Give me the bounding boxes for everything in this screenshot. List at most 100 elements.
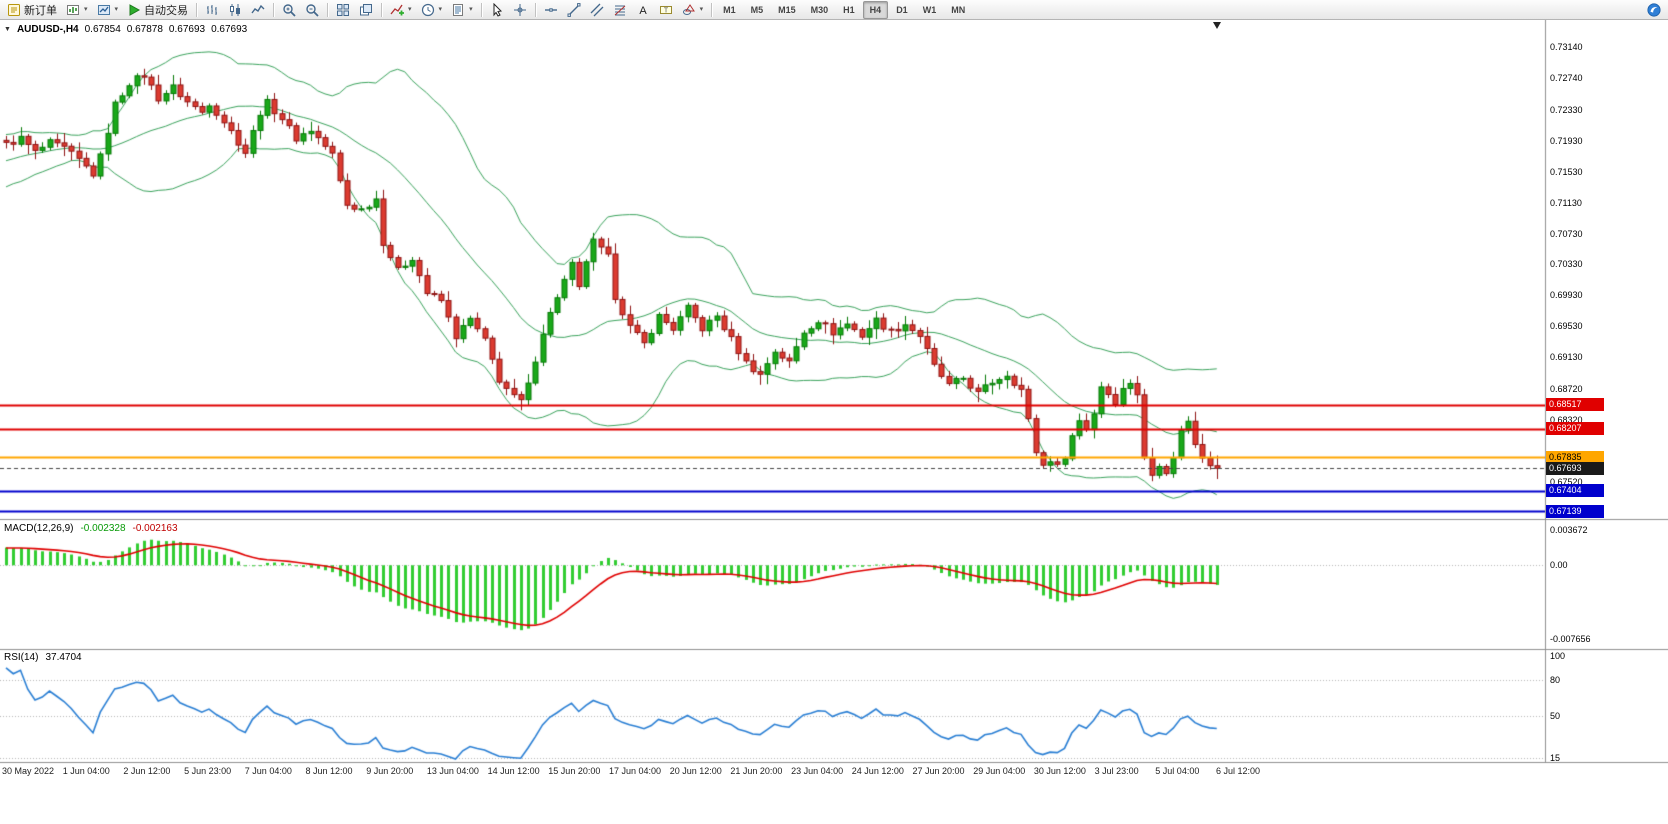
price-axis-tick: 0.69130 [1550,352,1583,363]
cascade-windows-button[interactable] [355,1,377,19]
rsi-axis-label: 15 [1550,753,1561,763]
time-axis-label: 5 Jun 23:00 [184,766,232,776]
line-chart-icon [251,3,265,17]
time-axis-label: 13 Jun 04:00 [426,766,479,776]
text-button[interactable]: A [632,1,654,19]
macd-signal-value: -0.002163 [132,523,178,534]
macd-axis-label: 0.00 [1550,560,1568,571]
timeframe-d1-button-label: D1 [896,4,908,15]
cascade-windows-icon [359,3,373,17]
candlestick-chart-button[interactable] [224,1,246,19]
bar-chart-icon [205,3,219,17]
price-level-box[interactable]: 0.68517 [1546,398,1604,412]
price-level-box[interactable]: 0.67693 [1546,461,1604,475]
collapse-triangle-icon[interactable]: ▼ [4,26,11,33]
time-axis-label: 29 Jun 04:00 [973,766,1026,776]
price-axis-tick: 0.69930 [1550,290,1583,301]
svg-text:A: A [639,5,647,17]
text-icon: A [636,3,650,17]
play-icon [127,3,141,17]
periods-button[interactable]: ▾ [417,1,447,19]
horizontal-line-button[interactable] [540,1,562,19]
time-axis-label: 21 Jun 20:00 [730,766,783,776]
timeframe-h4-button-label: H4 [869,4,882,15]
trendline-button[interactable] [563,1,585,19]
indicator-plus-icon [390,3,405,17]
equidistant-channel-button[interactable] [586,1,608,19]
price-axis-tick: 0.71530 [1550,166,1583,177]
new-order-icon [7,3,21,17]
crosshair-icon [513,3,527,17]
timeframe-mn-button-label: MN [951,4,966,15]
toolbar: 新订单 ▾ ▾ 自动交易 ▾ ▾ ▾ A T ▾ M1 M5 M15 M30 H1 H4 D1 W1 MN [0,0,1668,20]
mql5-community-button[interactable] [1643,1,1665,19]
auto-trading-button[interactable]: 自动交易 [123,1,192,19]
price-axis-tick: 0.71930 [1550,135,1583,146]
line-chart-button[interactable] [247,1,269,19]
time-axis-label: 5 Jul 04:00 [1155,766,1200,776]
bar-chart-button[interactable] [201,1,223,19]
indicators-button[interactable]: ▾ [386,1,416,19]
price-axis-tick: 0.68720 [1550,383,1583,394]
timeframe-d1-button[interactable]: D1 [889,1,915,19]
dropdown-caret-icon[interactable]: ▾ [438,6,443,13]
text-label-icon: T [659,3,673,17]
timeframe-h4-button[interactable]: H4 [862,0,889,19]
dropdown-caret-icon[interactable]: ▾ [469,6,473,13]
price-chart-canvas[interactable] [0,20,1668,824]
timeframe-m1-button[interactable]: M1 [716,1,743,19]
chart-window: ▼ AUDUSD-,H4 0.67854 0.67878 0.67693 0.6… [0,20,1668,824]
cursor-button[interactable] [486,1,508,19]
timeframe-h1-button[interactable]: H1 [836,1,862,19]
profiles-button[interactable]: ▾ [93,1,123,19]
templates-button[interactable]: ▾ [447,1,477,19]
time-axis-label: 30 Jun 12:00 [1033,766,1086,776]
timeframe-m5-button[interactable]: M5 [744,1,771,19]
price-level-box[interactable]: 0.68207 [1546,422,1604,436]
price-axis-tick: 0.70330 [1550,259,1583,270]
toolbar-separator [480,2,482,17]
timeframe-w1-button[interactable]: W1 [916,1,944,19]
rsi-axis-label: 80 [1550,675,1561,685]
shapes-button[interactable]: ▾ [678,1,708,19]
time-axis-label: 14 Jun 12:00 [487,766,540,776]
macd-axis-label: -0.007656 [1550,633,1591,644]
timeframe-mn-button[interactable]: MN [944,1,972,19]
cursor-icon [490,2,504,17]
time-axis-label: 23 Jun 04:00 [791,766,844,776]
timeframe-m15-button[interactable]: M15 [771,1,803,19]
dropdown-caret-icon[interactable]: ▾ [699,6,704,13]
price-level-box[interactable]: 0.67139 [1546,504,1604,518]
dropdown-caret-icon[interactable]: ▾ [114,6,119,13]
macd-main-value: -0.002328 [80,523,126,534]
zoom-in-button[interactable] [278,1,300,19]
zoom-out-button[interactable] [301,1,323,19]
tile-windows-button[interactable] [332,1,354,19]
timeframe-m15-button-label: M15 [778,4,796,15]
new-order-button[interactable]: 新订单 [3,1,61,19]
price-axis-tick: 0.68320 [1550,414,1583,425]
fibonacci-retracement-button[interactable] [609,1,631,19]
rsi-value: 37.4704 [45,652,82,663]
price-level-box[interactable]: 0.67835 [1546,450,1604,464]
crosshair-button[interactable] [509,1,531,19]
timeframe-m1-button-label: M1 [723,4,736,15]
community-icon [1647,2,1661,17]
chart-overlay: ▼ AUDUSD-,H4 0.67854 0.67878 0.67693 0.6… [0,20,1668,824]
timeframe-m5-button-label: M5 [750,4,764,15]
text-label-button[interactable]: T [655,1,677,19]
new-chart-button[interactable]: ▾ [62,1,92,19]
trendline-icon [567,2,581,17]
macd-header: MACD(12,26,9) -0.002328 -0.002163 [4,523,178,534]
new-chart-icon [66,3,80,17]
chart-shift-marker-icon[interactable] [1213,22,1221,29]
bar-close-value: 0.67693 [211,24,248,35]
dropdown-caret-icon[interactable]: ▾ [408,6,412,13]
dropdown-caret-icon[interactable]: ▾ [84,6,88,13]
timeframe-h1-button-label: H1 [843,4,855,15]
shapes-icon [682,3,696,17]
price-level-box[interactable]: 0.67404 [1546,484,1604,498]
time-axis-label: 2 Jun 12:00 [123,766,171,776]
timeframe-m30-button[interactable]: M30 [804,1,836,19]
